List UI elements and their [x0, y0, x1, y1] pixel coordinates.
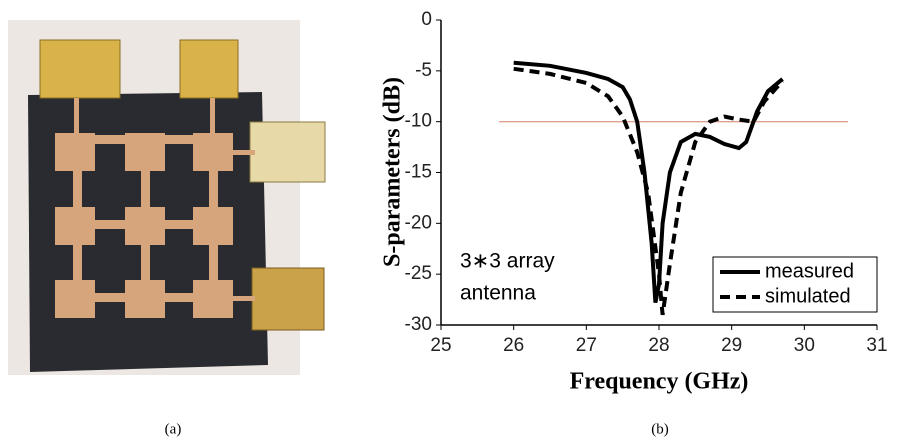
y-tick-label: -25 [405, 263, 432, 284]
y-tick-label: -20 [405, 212, 432, 233]
annotation: antenna [460, 282, 536, 305]
legend-label: simulated [765, 285, 851, 307]
x-axis-label: Frequency (GHz) [570, 369, 749, 395]
y-tick-label: -5 [415, 60, 432, 81]
y-tick-label: -30 [405, 314, 432, 335]
legend-label: measured [765, 260, 854, 282]
y-axis-label: S-parameters (dB) [380, 77, 406, 267]
series-line [513, 66, 784, 316]
x-tick-label: 31 [866, 335, 887, 356]
series-line [513, 60, 784, 303]
legend-box [712, 256, 878, 313]
x-tick-label: 30 [794, 335, 815, 356]
x-tick-label: 28 [648, 335, 669, 356]
x-tick-label: 29 [721, 335, 742, 356]
y-tick-label: -15 [405, 162, 432, 183]
caption: (b) [651, 421, 669, 437]
x-tick-label: 26 [503, 335, 524, 356]
y-tick-label: -10 [405, 111, 432, 132]
annotation: 3∗3 array [460, 250, 555, 273]
x-tick-label: 25 [430, 335, 451, 356]
y-tick-label: 0 [421, 9, 432, 30]
photo [8, 20, 326, 375]
x-tick-label: 27 [576, 335, 597, 356]
caption: (a) [165, 421, 182, 437]
